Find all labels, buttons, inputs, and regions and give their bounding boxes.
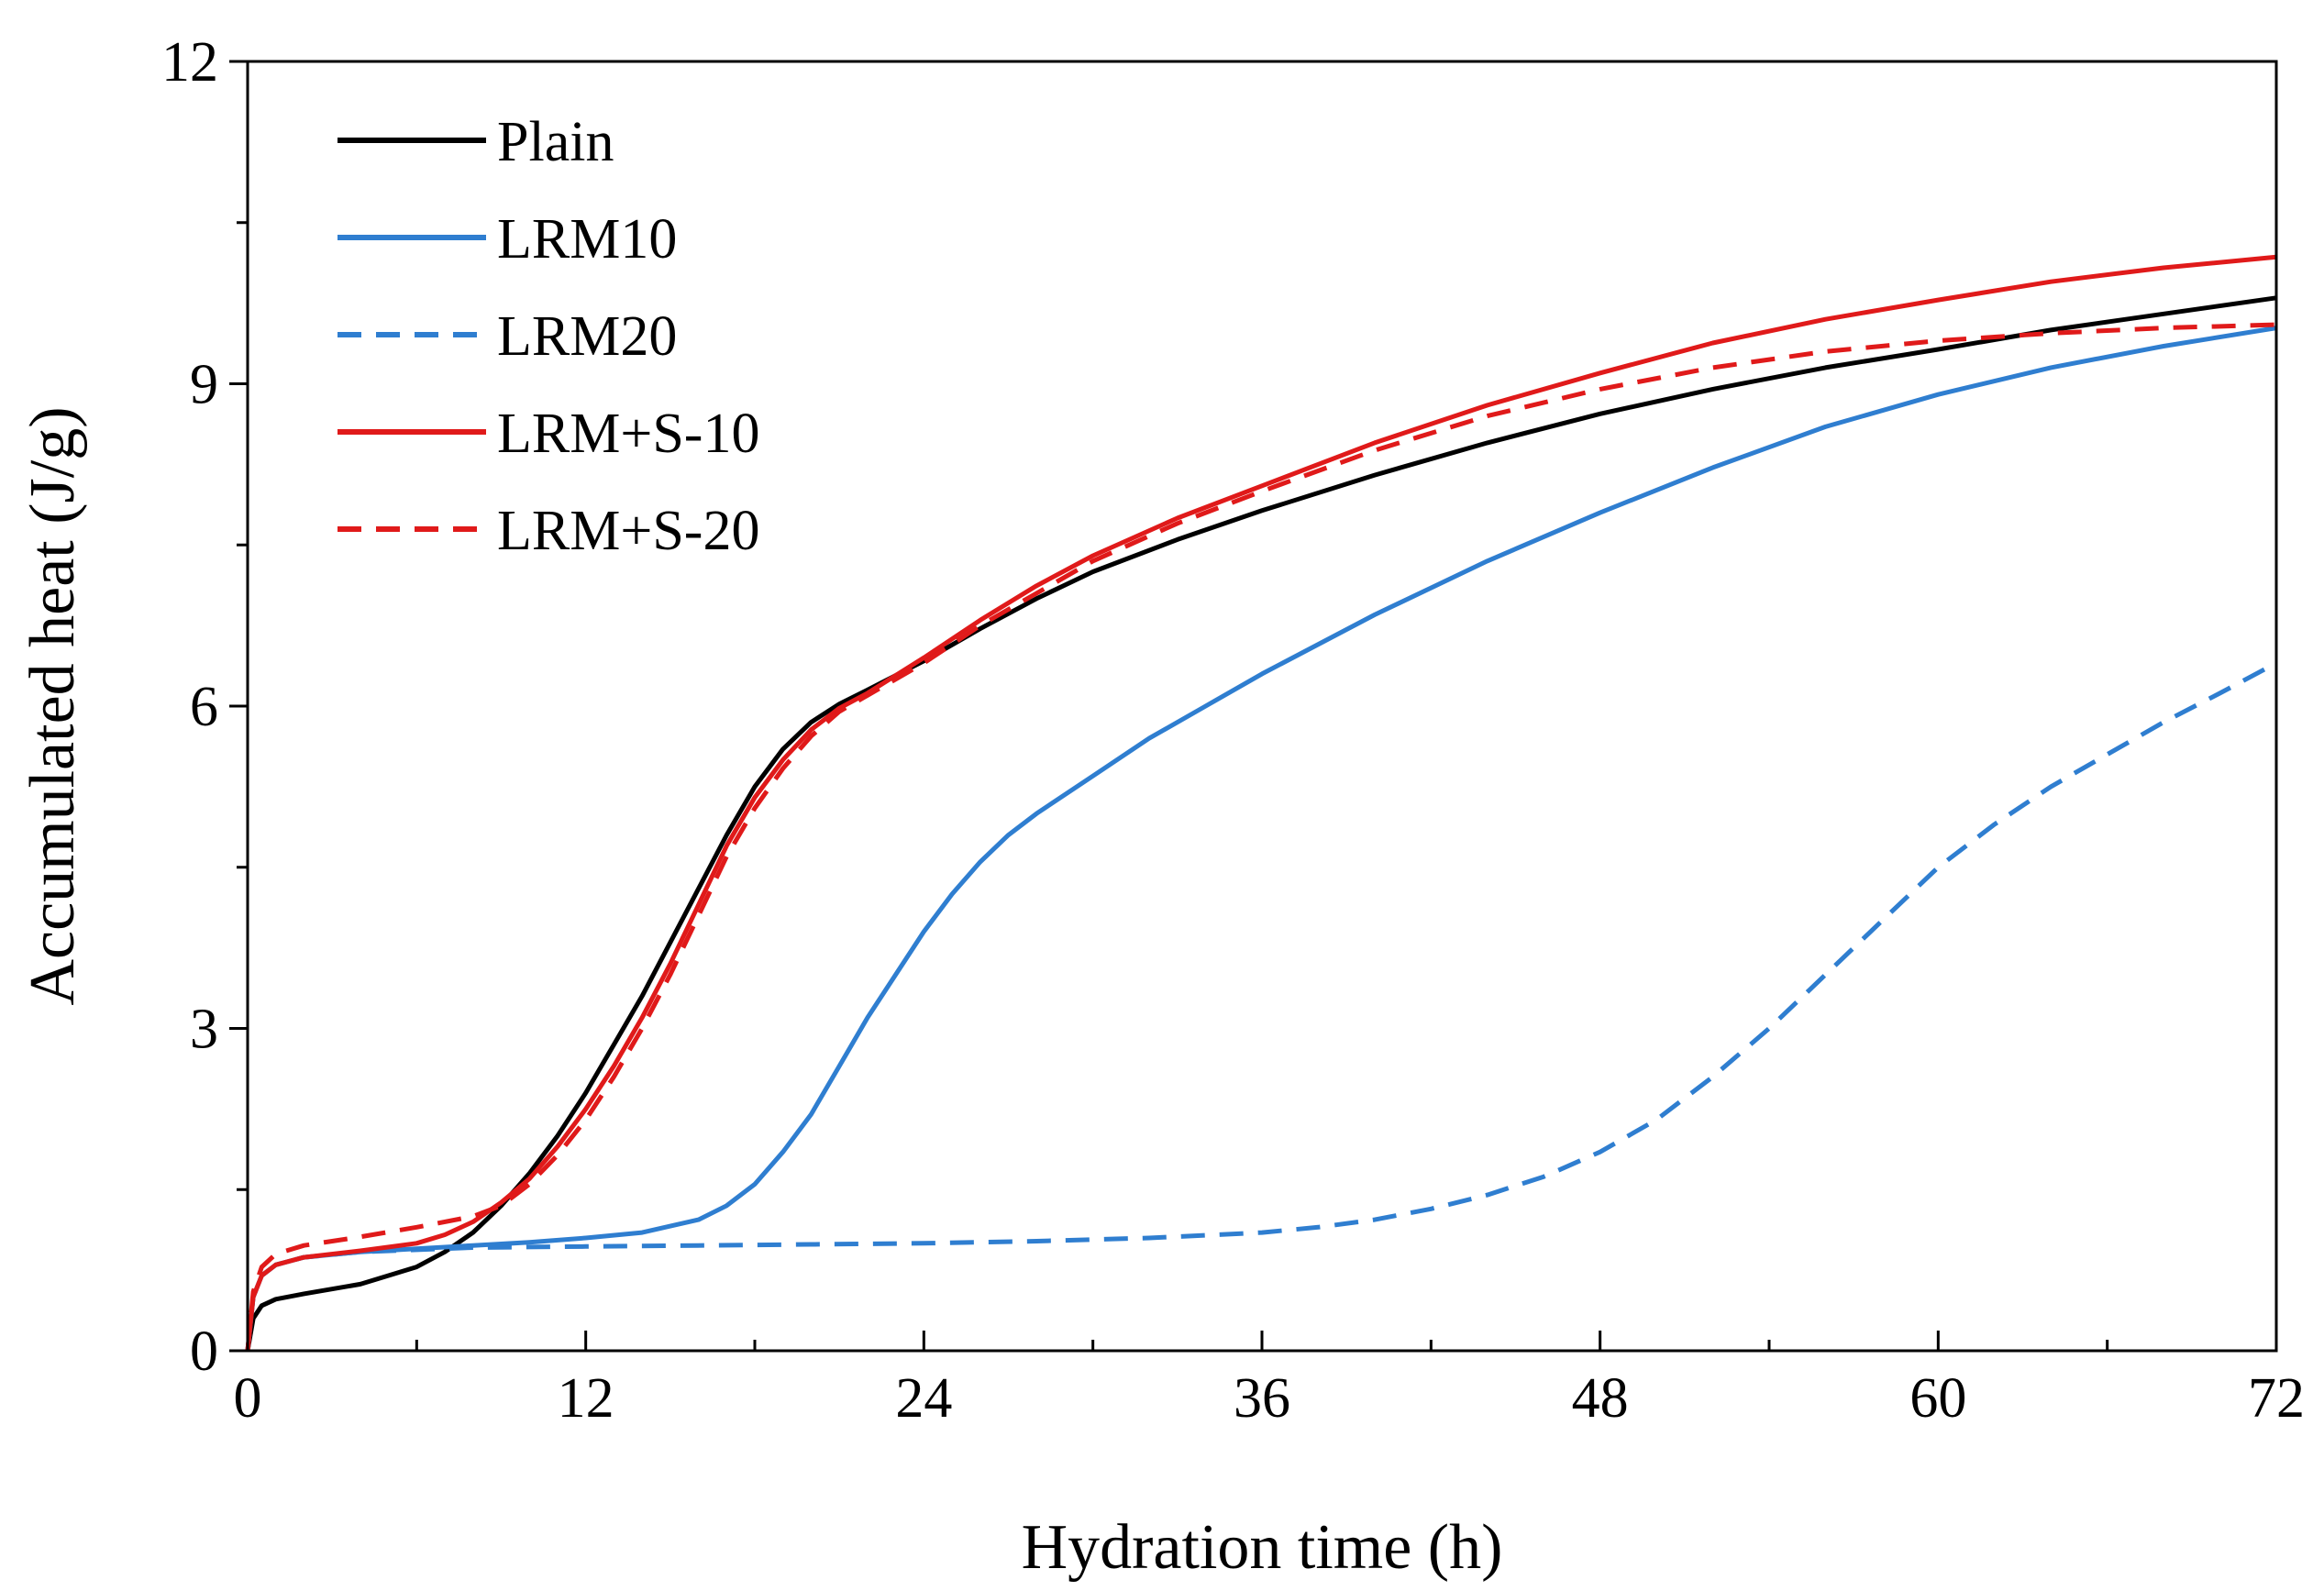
series-layer xyxy=(245,254,2278,1352)
series-line-0 xyxy=(245,295,2277,1352)
y-tick-label: 12 xyxy=(161,31,218,94)
series-line-2 xyxy=(245,660,2278,1352)
y-axis-title: Accumulated heat (J/g) xyxy=(17,406,88,1005)
legend-label-2: LRM20 xyxy=(497,305,677,368)
y-tick-label: 6 xyxy=(190,676,218,738)
series-line-3 xyxy=(245,254,2277,1352)
legend-label-1: LRM10 xyxy=(497,208,677,271)
legend: Plain LRM10 LRM20 LRM+S-10 LRM+S-20 xyxy=(338,111,759,562)
legend-label-4: LRM+S-20 xyxy=(497,500,759,562)
y-tick-label: 3 xyxy=(190,999,218,1061)
x-tick-label: 60 xyxy=(1909,1367,1966,1430)
legend-label-3: LRM+S-10 xyxy=(497,403,759,465)
y-tick-label: 0 xyxy=(190,1320,218,1383)
x-tick-label: 0 xyxy=(234,1367,262,1430)
x-tick-label: 36 xyxy=(1234,1367,1290,1430)
x-tick-label: 72 xyxy=(2248,1367,2305,1430)
y-tick-label: 9 xyxy=(190,354,218,416)
x-tick-label: 24 xyxy=(895,1367,952,1430)
x-tick-label: 12 xyxy=(558,1367,614,1430)
x-axis-title: Hydration time (h) xyxy=(1022,1512,1503,1583)
x-tick-label: 48 xyxy=(1572,1367,1629,1430)
series-line-4 xyxy=(245,322,2277,1352)
legend-label-0: Plain xyxy=(497,111,614,173)
